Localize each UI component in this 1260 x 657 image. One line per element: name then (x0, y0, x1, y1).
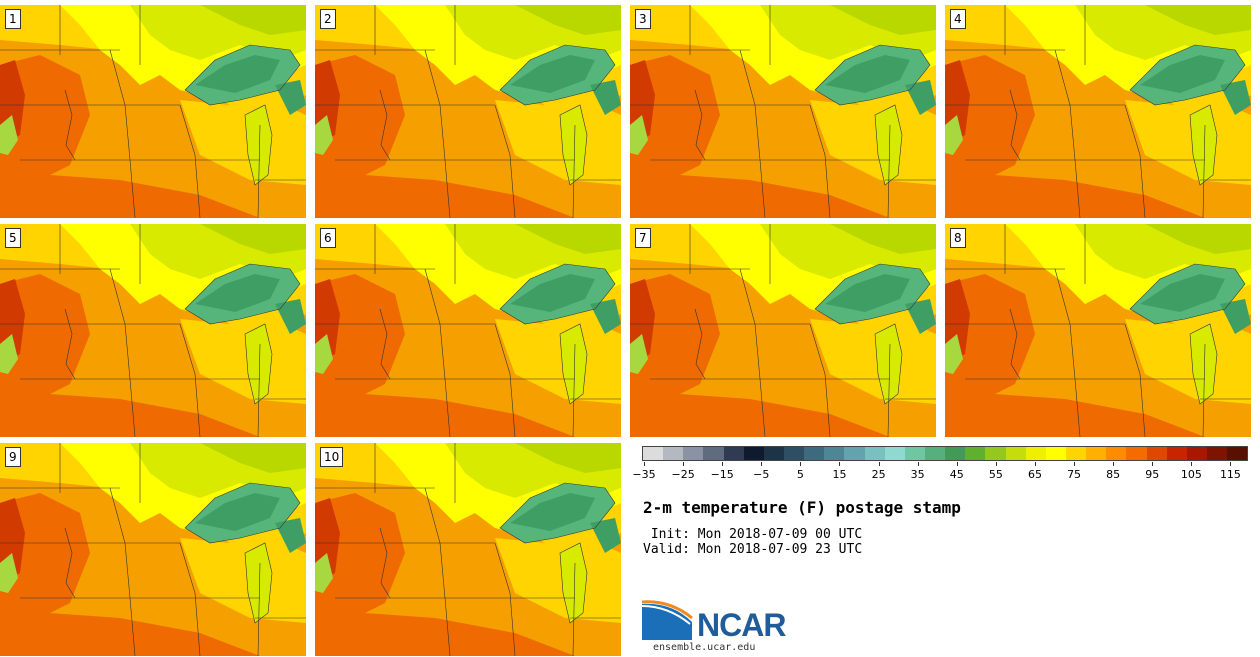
colorbar-ticks: −35 −25 −15 −5 5 15 25 35 45 55 65 75 85 95 105 115 (632, 462, 1248, 482)
colorbar-swatch (985, 447, 1006, 460)
colorbar-tick-label: 105 (1180, 468, 1202, 481)
colorbar-tick (722, 462, 724, 466)
colorbar-swatch (945, 447, 966, 460)
colorbar-tick (1113, 462, 1115, 466)
colorbar-swatch (1126, 447, 1147, 460)
colorbar-tick (1034, 462, 1036, 466)
member-map-2: 2 (315, 5, 621, 218)
colorbar-swatch (1086, 447, 1107, 460)
member-label: 5 (5, 228, 21, 248)
colorbar-swatch (804, 447, 825, 460)
colorbar-tick-label: −25 (671, 468, 695, 481)
colorbar-tick (761, 462, 763, 466)
member-map-7: 7 (630, 224, 936, 437)
colorbar-swatch (763, 447, 784, 460)
member-label: 2 (320, 9, 336, 29)
member-label: 8 (950, 228, 966, 248)
colorbar-tick (878, 462, 880, 466)
colorbar-swatch (743, 447, 764, 460)
colorbar-tick (644, 462, 645, 466)
colorbar-swatch (864, 447, 885, 460)
member-label: 4 (950, 9, 966, 29)
colorbar-swatch (683, 447, 704, 460)
member-map-9: 9 (0, 443, 306, 656)
colorbar-swatch (1045, 447, 1066, 460)
colorbar-swatch (924, 447, 946, 460)
colorbar-swatch (1206, 447, 1228, 460)
member-map-10: 10 (315, 443, 621, 656)
plot-title: 2-m temperature (F) postage stamp (643, 498, 961, 517)
member-label: 6 (320, 228, 336, 248)
colorbar-swatch (1166, 447, 1187, 460)
colorbar-swatch (643, 447, 664, 460)
colorbar (642, 446, 1248, 461)
member-label: 10 (320, 447, 344, 467)
colorbar-tick (1191, 462, 1193, 466)
colorbar-tick-label: 15 (832, 468, 847, 481)
member-map-8: 8 (945, 224, 1251, 437)
colorbar-tick-label: 95 (1145, 468, 1160, 481)
colorbar-tick-label: 5 (796, 468, 804, 481)
colorbar-tick-label: 115 (1219, 468, 1241, 481)
member-label: 9 (5, 447, 21, 467)
member-map-6: 6 (315, 224, 621, 437)
colorbar-tick (1074, 462, 1076, 466)
colorbar-tick-label: 25 (871, 468, 886, 481)
valid-time: Valid: Mon 2018-07-09 23 UTC (643, 542, 863, 557)
colorbar-swatch (703, 447, 724, 460)
member-map-3: 3 (630, 5, 936, 218)
colorbar-tick (839, 462, 841, 466)
ncar-logo-icon (642, 600, 693, 640)
colorbar-swatch (844, 447, 865, 460)
logo-wordmark: NCAR (697, 607, 786, 643)
colorbar-tick-label: 85 (1106, 468, 1121, 481)
colorbar-swatch (1005, 447, 1026, 460)
colorbar-tick (800, 462, 802, 466)
colorbar-swatch (1065, 447, 1087, 460)
colorbar-tick-label: 75 (1067, 468, 1082, 481)
colorbar-tick (1230, 462, 1232, 466)
colorbar-tick (917, 462, 919, 466)
colorbar-tick-label: −15 (710, 468, 734, 481)
colorbar-swatch (1146, 447, 1167, 460)
colorbar-swatch (824, 447, 845, 460)
colorbar-tick-label: 55 (988, 468, 1003, 481)
colorbar-tick-label: −35 (632, 468, 656, 481)
colorbar-tick (956, 462, 958, 466)
colorbar-swatch (723, 447, 744, 460)
member-map-5: 5 (0, 224, 306, 437)
colorbar-tick-label: 65 (1027, 468, 1042, 481)
member-label: 1 (5, 9, 21, 29)
colorbar-swatch (965, 447, 986, 460)
member-map-1: 1 (0, 5, 306, 218)
colorbar-tick (995, 462, 997, 466)
colorbar-tick (1152, 462, 1154, 466)
colorbar-tick (683, 462, 685, 466)
colorbar-tick-label: −5 (753, 468, 770, 481)
colorbar-tick-label: 35 (910, 468, 925, 481)
colorbar-swatch (904, 447, 925, 460)
colorbar-swatch (783, 447, 805, 460)
logo-url[interactable]: ensemble.ucar.edu (653, 642, 756, 653)
colorbar-tick-label: 45 (949, 468, 964, 481)
colorbar-swatch (1106, 447, 1127, 460)
colorbar-swatch (663, 447, 684, 460)
colorbar-swatch (1025, 447, 1046, 460)
init-time: Init: Mon 2018-07-09 00 UTC (643, 527, 863, 542)
member-label: 3 (635, 9, 651, 29)
colorbar-swatch (1227, 447, 1248, 460)
member-label: 7 (635, 228, 651, 248)
member-map-4: 4 (945, 5, 1251, 218)
colorbar-swatch (884, 447, 905, 460)
colorbar-swatch (1186, 447, 1207, 460)
